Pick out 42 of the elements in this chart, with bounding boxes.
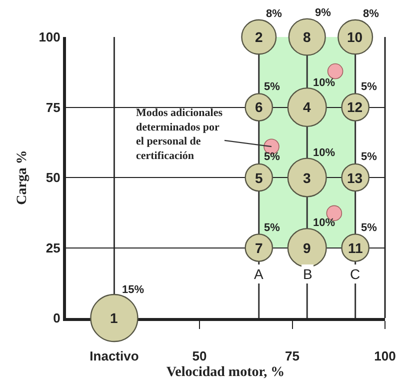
y-axis-title: Carga % bbox=[15, 150, 30, 205]
y-tick-label: 75 bbox=[46, 100, 60, 115]
ref-line-label: C bbox=[350, 266, 360, 282]
annotation: 15% bbox=[122, 284, 144, 296]
annotation: 9% bbox=[315, 7, 332, 19]
annotation: 2 bbox=[255, 29, 263, 45]
annotation: 5% bbox=[264, 81, 280, 93]
y-tick-label: 100 bbox=[38, 30, 60, 45]
annotation: 6 bbox=[255, 99, 263, 115]
annotation: 9 bbox=[303, 240, 311, 256]
annotation: 8% bbox=[266, 8, 282, 20]
annotation: 5 bbox=[255, 170, 263, 186]
annotation: 5% bbox=[361, 81, 378, 93]
y-tick-label: 0 bbox=[53, 310, 60, 326]
annotation: 11 bbox=[348, 240, 364, 256]
annotation: 13 bbox=[347, 170, 363, 186]
ref-line-label: B bbox=[303, 266, 312, 282]
annotation: 10% bbox=[313, 147, 336, 159]
annotation: 5% bbox=[264, 222, 280, 234]
x-tick-label: 75 bbox=[285, 348, 300, 364]
annotation: 5% bbox=[264, 151, 280, 163]
annotation: 8 bbox=[303, 29, 311, 45]
x-tick-label: 50 bbox=[192, 348, 207, 364]
annotation: Modos adicionales determinados por el personal de certificación bbox=[136, 107, 224, 162]
y-tick-label: 50 bbox=[46, 170, 60, 186]
annotation: 4 bbox=[303, 99, 311, 115]
annotation: 8% bbox=[363, 8, 380, 20]
point bbox=[327, 63, 344, 80]
annotation: 10% bbox=[313, 217, 336, 229]
annotation: 7 bbox=[255, 240, 263, 256]
annotation: 1 bbox=[110, 310, 118, 326]
x-tick-label: 100 bbox=[374, 348, 396, 364]
annotation: 3 bbox=[303, 170, 311, 186]
annotation: 5% bbox=[361, 222, 378, 234]
annotation: 5% bbox=[361, 151, 378, 163]
x-tick-label: Inactivo bbox=[90, 348, 139, 364]
annotation: 12 bbox=[347, 99, 363, 115]
annotation: 10 bbox=[347, 29, 363, 45]
y-tick-label: 25 bbox=[46, 240, 60, 256]
x-axis-title: Velocidad motor, % bbox=[166, 364, 285, 380]
annotation: 10% bbox=[313, 77, 336, 89]
ref-line-label: A bbox=[254, 266, 264, 282]
